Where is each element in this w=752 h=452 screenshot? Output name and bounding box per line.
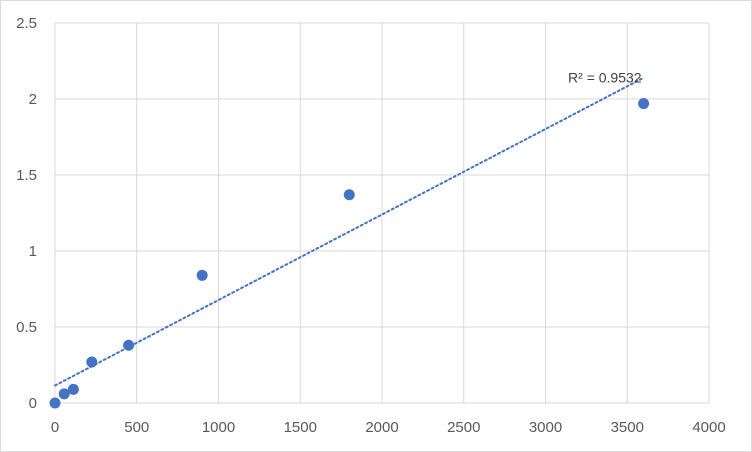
y-tick-label: 2.5 <box>16 15 37 32</box>
x-tick-label: 500 <box>124 419 149 436</box>
tick-labels: 0 0.5 1 1.5 2 2.5 0 500 1000 1500 2000 2500 3000 3500… <box>16 15 726 436</box>
data-point <box>58 388 70 400</box>
annotations: R² = 0.9532 <box>568 70 642 86</box>
data-point <box>86 356 98 368</box>
data-point <box>343 189 355 201</box>
x-tick-label: 3000 <box>529 419 562 436</box>
x-tick-label: 1500 <box>284 419 317 436</box>
y-tick-label: 1.5 <box>16 167 37 184</box>
trendline <box>54 76 645 387</box>
x-tick-label: 3500 <box>611 419 644 436</box>
data-point <box>49 397 61 409</box>
data-point <box>123 339 135 351</box>
y-tick-label: 0 <box>29 395 37 412</box>
x-tick-label: 2000 <box>365 419 398 436</box>
x-tick-label: 0 <box>51 419 59 436</box>
data-points <box>49 98 650 409</box>
r-squared-label: R² = 0.9532 <box>568 70 642 86</box>
data-point <box>196 269 208 281</box>
x-tick-label: 4000 <box>692 419 725 436</box>
trendline-group <box>54 76 645 387</box>
x-tick-label: 2500 <box>447 419 480 436</box>
data-point <box>638 98 650 110</box>
x-tick-label: 1000 <box>202 419 235 436</box>
y-tick-label: 0.5 <box>16 319 37 336</box>
data-point <box>67 383 79 395</box>
y-tick-label: 2 <box>29 91 37 108</box>
y-tick-label: 1 <box>29 243 37 260</box>
